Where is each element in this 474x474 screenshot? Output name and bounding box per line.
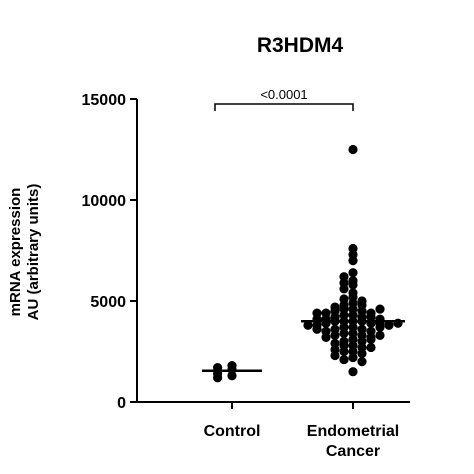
data-point: [375, 304, 385, 314]
chart-title: R3HDM4: [257, 34, 344, 57]
data-point: [213, 373, 223, 383]
data-point: [339, 328, 349, 338]
data-point: [339, 346, 349, 357]
significance-bracket: [214, 103, 354, 111]
x-tick-label: Endometrial Cancer: [307, 423, 399, 460]
data-point: [375, 322, 385, 332]
data-point: [348, 280, 358, 290]
y-axis-label: AU (arbitrary units): [25, 184, 42, 321]
data-point: [348, 256, 358, 266]
data-point: [321, 332, 331, 342]
data-point: [348, 268, 358, 278]
data-point: [357, 357, 367, 367]
data-point: [366, 334, 376, 344]
y-tick-label: 5000: [90, 294, 126, 311]
data-point: [227, 371, 237, 381]
significance-label: <0.0001: [260, 87, 307, 102]
data-point: [339, 354, 349, 365]
data-point: [312, 324, 322, 334]
y-tick-label: 0: [117, 395, 126, 412]
data-point: [357, 348, 367, 359]
y-tick-label: 15000: [82, 92, 127, 109]
data-point: [375, 330, 385, 340]
y-axis-label: mRNA expression: [7, 188, 24, 317]
data-point: [348, 367, 358, 377]
data-point: [384, 320, 394, 330]
data-point: [366, 342, 376, 353]
data-point: [330, 330, 340, 340]
y-tick-label: 10000: [82, 193, 127, 210]
data-point: [330, 350, 340, 361]
data-point: [303, 320, 313, 330]
x-tick-label: Control: [204, 423, 261, 440]
data-point: [339, 284, 349, 294]
data-point: [348, 352, 358, 363]
data-point: [348, 144, 358, 155]
